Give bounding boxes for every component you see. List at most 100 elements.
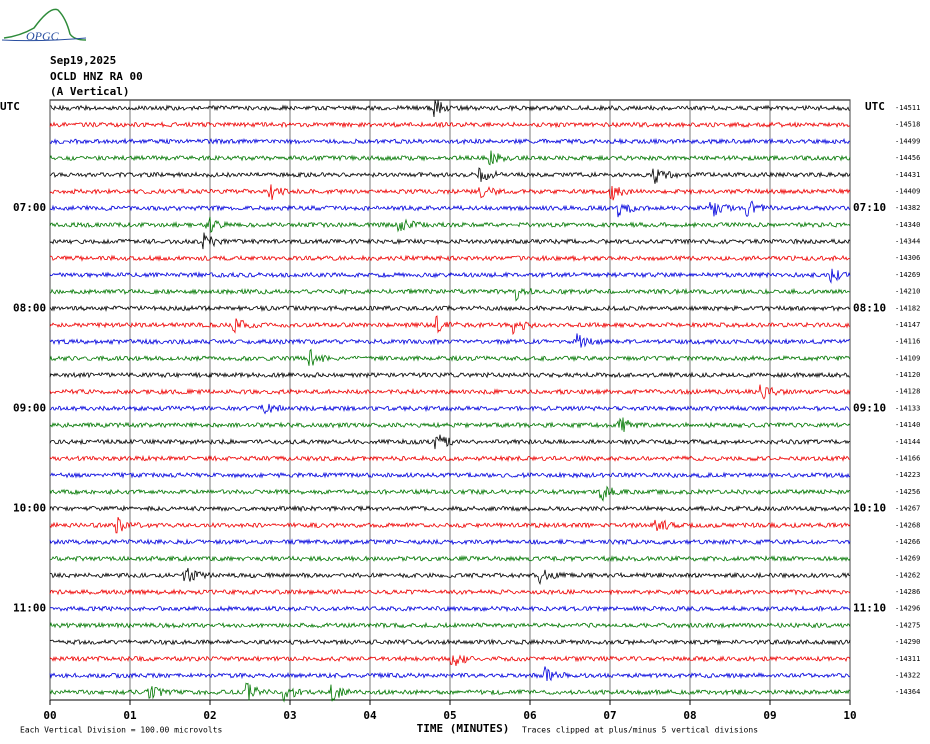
trace-offset: -14147 xyxy=(895,321,920,329)
left-hour-label: 11:00 xyxy=(13,602,46,615)
x-tick-label: 08 xyxy=(683,709,696,722)
trace xyxy=(49,200,851,218)
trace-offset: -14344 xyxy=(895,238,920,246)
logo: OPGC xyxy=(1,8,87,43)
trace-offset: -14223 xyxy=(895,471,920,479)
date: Sep19,2025 xyxy=(50,54,116,67)
trace-offset: -14120 xyxy=(895,371,920,379)
trace xyxy=(49,287,851,302)
right-hour-label: 11:10 xyxy=(853,602,886,615)
trace-offset: -14382 xyxy=(895,204,920,212)
trace xyxy=(49,232,851,250)
x-tick-label: 03 xyxy=(283,709,296,722)
trace-offset: -14128 xyxy=(895,388,920,396)
trace-offset: -14133 xyxy=(895,404,920,412)
logo-curve xyxy=(3,8,87,41)
scale-note: Each Vertical Division = 100.00 microvol… xyxy=(20,726,222,735)
trace-offset: -14268 xyxy=(895,521,920,529)
trace xyxy=(49,516,851,534)
x-tick-label: 00 xyxy=(43,709,56,722)
trace xyxy=(49,471,851,479)
left-hour-label: 07:00 xyxy=(13,201,46,214)
right-hour-label: 10:10 xyxy=(853,502,886,515)
trace-offset: -14144 xyxy=(895,438,920,446)
trace-offset: -14322 xyxy=(895,671,920,679)
left-hour-label: 08:00 xyxy=(13,301,46,314)
trace-offset: -14267 xyxy=(895,505,920,513)
trace xyxy=(49,504,851,513)
trace xyxy=(49,304,851,312)
trace xyxy=(49,567,850,586)
trace xyxy=(49,588,851,596)
x-tick-label: 10 xyxy=(843,709,856,722)
trace xyxy=(49,137,851,146)
trace-offset: -14296 xyxy=(895,605,920,613)
left-hour-label: 09:00 xyxy=(13,401,46,414)
trace-offset: -14266 xyxy=(895,538,920,546)
trace xyxy=(49,167,851,184)
x-tick-label: 07 xyxy=(603,709,616,722)
trace xyxy=(49,538,851,546)
right-hour-label: 09:10 xyxy=(853,401,886,414)
trace xyxy=(50,100,851,118)
trace-offset: -14166 xyxy=(895,454,920,462)
x-tick-label: 01 xyxy=(123,709,137,722)
trace-offset: -14182 xyxy=(895,304,920,312)
trace xyxy=(49,654,851,666)
trace xyxy=(49,121,851,129)
trace xyxy=(49,638,851,646)
component: (A Vertical) xyxy=(50,85,129,98)
trace xyxy=(49,333,851,348)
trace-offset: -14364 xyxy=(895,688,920,696)
right-hour-label: 07:10 xyxy=(853,201,886,214)
right-unit: UTC xyxy=(865,100,885,113)
trace xyxy=(49,371,851,379)
x-tick-label: 09 xyxy=(763,709,776,722)
trace-offset: -14109 xyxy=(895,354,920,362)
trace-offset: -14306 xyxy=(895,254,920,262)
trace xyxy=(49,682,851,703)
trace xyxy=(49,666,851,682)
trace-offset: -14456 xyxy=(895,154,920,162)
trace-offset: -14409 xyxy=(895,187,920,195)
trace-offset: -14210 xyxy=(895,288,920,296)
station: OCLD HNZ RA 00 xyxy=(50,70,143,83)
trace xyxy=(49,485,851,502)
trace-offset: -14256 xyxy=(895,488,920,496)
trace-offset: -14140 xyxy=(895,421,920,429)
trace-offset: -14116 xyxy=(895,338,920,346)
trace-offset: -14269 xyxy=(895,271,920,279)
trace-offset: -14518 xyxy=(895,121,920,129)
trace xyxy=(49,621,851,630)
x-tick-label: 04 xyxy=(363,709,377,722)
trace xyxy=(49,434,851,450)
trace-offset: -14290 xyxy=(895,638,920,646)
left-hour-label: 10:00 xyxy=(13,502,46,515)
trace xyxy=(49,315,851,336)
trace xyxy=(49,150,851,166)
logo-text: OPGC xyxy=(26,29,60,43)
trace xyxy=(49,254,851,262)
trace-offset: -14275 xyxy=(895,621,920,629)
logo-line xyxy=(1,37,87,42)
trace xyxy=(49,554,851,563)
x-tick-label: 06 xyxy=(523,709,537,722)
trace xyxy=(49,268,851,284)
trace xyxy=(49,454,851,462)
trace xyxy=(49,417,851,433)
trace-offset: -14511 xyxy=(895,104,920,112)
trace xyxy=(49,384,851,400)
trace xyxy=(49,216,851,234)
x-tick-label: 02 xyxy=(203,709,216,722)
trace-offset: -14431 xyxy=(895,171,920,179)
left-unit: UTC xyxy=(0,100,20,113)
x-tick-label: 05 xyxy=(443,709,456,722)
trace-offset: -14311 xyxy=(895,655,920,663)
trace xyxy=(49,605,851,613)
right-hour-label: 08:10 xyxy=(853,301,886,314)
trace xyxy=(49,184,851,201)
trace xyxy=(49,403,851,415)
x-axis-label: TIME (MINUTES) xyxy=(417,722,510,735)
trace-offset: -14262 xyxy=(895,571,920,579)
